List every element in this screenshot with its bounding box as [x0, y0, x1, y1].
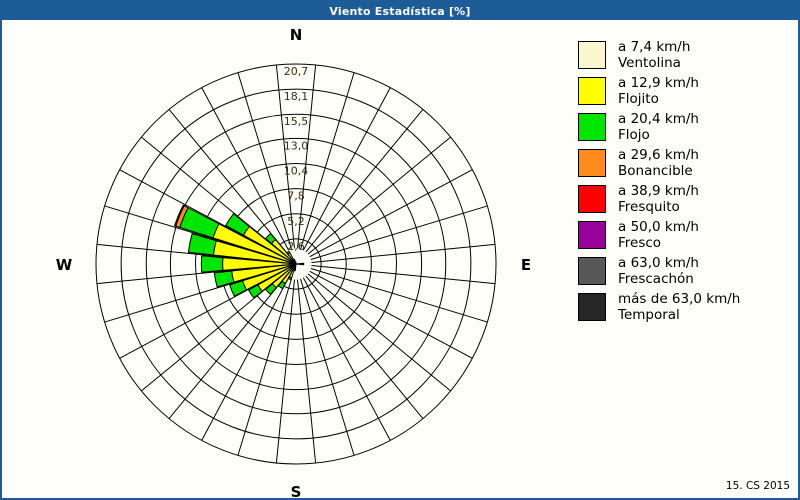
legend: a 7,4 km/h Ventolina a 12,9 km/h Flojito…	[578, 39, 788, 328]
windrose-petal-segment	[294, 261, 297, 265]
windrose-petal-segment	[213, 270, 235, 288]
legend-swatch-frescachon	[578, 257, 606, 285]
legend-swatch-flojito	[578, 77, 606, 105]
legend-speed-label: más de 63,0 km/h	[618, 291, 741, 307]
windrose-petal-segment	[298, 262, 305, 266]
legend-name-label: Frescachón	[618, 270, 694, 287]
legend-name-label: Ventolina	[618, 54, 681, 71]
legend-speed-label: a 29,6 km/h	[618, 147, 699, 163]
windrose-petal-segment	[247, 284, 263, 299]
windrose-petal-segment	[187, 233, 217, 256]
windrose-petal-segment	[173, 204, 185, 227]
legend-name-label: Flojito	[618, 90, 659, 107]
legend-speed-label: a 63,0 km/h	[618, 255, 699, 271]
legend-speed-label: a 20,4 km/h	[618, 111, 699, 127]
legend-swatch-fresquito	[578, 185, 606, 213]
legend-swatch-ventolina	[578, 41, 606, 69]
legend-item: más de 63,0 km/h Temporal	[578, 291, 788, 323]
radial-axis-labels: 2,6 5,2 7,8 10,4 13,0 15,5 18,1 20,7	[284, 65, 309, 253]
windrose-petal-segment	[229, 280, 247, 297]
legend-speed-label: a 12,9 km/h	[618, 75, 699, 91]
legend-swatch-bonancible	[578, 149, 606, 177]
legend-swatch-fresco	[578, 221, 606, 249]
legend-name-label: Flojo	[618, 126, 650, 143]
legend-name-label: Bonancible	[618, 162, 693, 179]
windrose-petal-segment	[264, 232, 277, 245]
legend-item: a 29,6 km/h Bonancible	[578, 147, 788, 179]
footer-credit: 15. CS 2015	[725, 480, 790, 492]
legend-name-label: Fresco	[618, 234, 662, 251]
compass-label-east: E	[521, 256, 531, 274]
legend-swatch-temporal	[578, 293, 606, 321]
radial-tick-label: 2,6	[287, 240, 305, 253]
windrose-chart: 2,6 5,2 7,8 10,4 13,0 15,5 18,1 20,7 N E S W	[2, 20, 568, 498]
legend-item: a 12,9 km/h Flojito	[578, 75, 788, 107]
legend-speed-label: a 50,0 km/h	[618, 219, 699, 235]
radial-tick-label: 20,7	[284, 65, 309, 78]
legend-name-label: Temporal	[618, 306, 680, 323]
windrose-svg: 2,6 5,2 7,8 10,4 13,0 15,5 18,1 20,7 N E S W	[56, 26, 531, 498]
windrose-petals	[173, 204, 305, 299]
compass-label-north: N	[290, 26, 303, 44]
legend-item: a 20,4 km/h Flojo	[578, 111, 788, 143]
windrose-petal-segment	[277, 280, 286, 290]
radial-tick-label: 5,2	[287, 215, 305, 228]
legend-name-label: Fresquito	[618, 198, 680, 215]
legend-item: a 63,0 km/h Frescachón	[578, 255, 788, 287]
window-title-bar: Viento Estadística [%]	[2, 2, 798, 20]
legend-swatch-flojo	[578, 113, 606, 141]
radial-tick-label: 15,5	[284, 115, 309, 128]
compass-label-south: S	[291, 483, 302, 498]
legend-item: a 50,0 km/h Fresco	[578, 219, 788, 251]
windrose-petal-segment	[286, 250, 291, 255]
windrose-petal-segment	[224, 213, 251, 236]
windrose-petal-segment	[264, 283, 277, 296]
windrose-petal-segment	[200, 255, 224, 273]
radial-tick-label: 18,1	[284, 90, 309, 103]
legend-speed-label: a 7,4 km/h	[618, 39, 691, 55]
legend-speed-label: a 38,9 km/h	[618, 183, 699, 199]
radial-tick-label: 10,4	[284, 165, 309, 178]
legend-item: a 7,4 km/h Ventolina	[578, 39, 788, 71]
legend-item: a 38,9 km/h Fresquito	[578, 183, 788, 215]
page-title: Viento Estadística [%]	[329, 4, 471, 18]
compass-label-west: W	[56, 256, 73, 274]
radial-tick-label: 7,8	[287, 190, 305, 203]
radial-tick-label: 13,0	[284, 139, 309, 152]
